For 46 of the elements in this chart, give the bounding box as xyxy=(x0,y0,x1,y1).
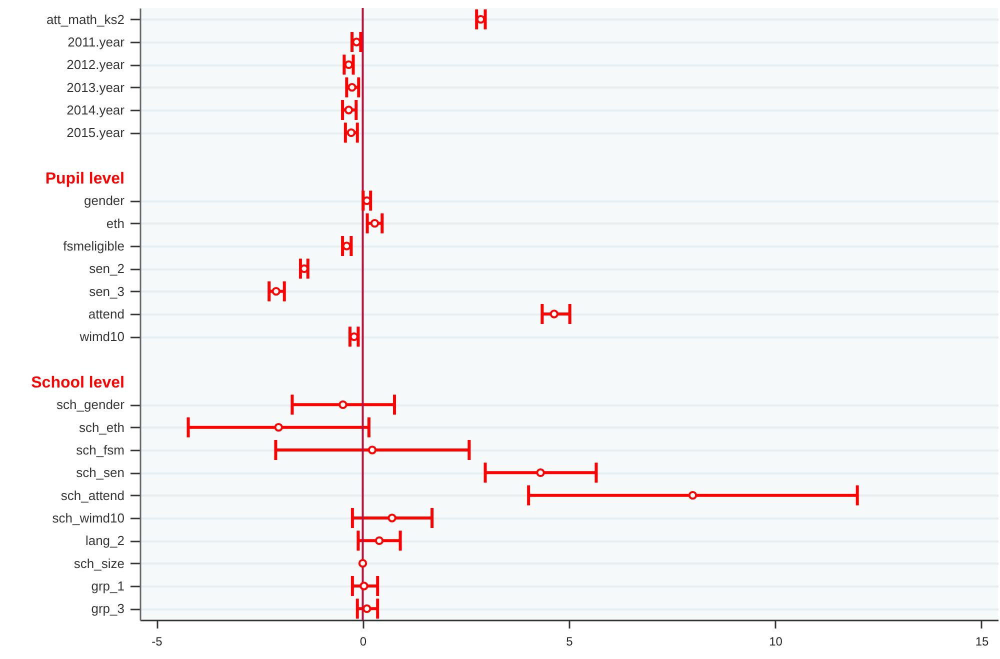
y-tick-label: fsmeligible xyxy=(63,238,124,254)
y-tick-label: sch_gender xyxy=(56,397,126,412)
point xyxy=(358,558,368,568)
point xyxy=(274,422,283,432)
point xyxy=(374,536,384,546)
point xyxy=(550,310,559,318)
y-tick-label: 2012.year xyxy=(66,57,126,72)
y-tick-label: 2011.year xyxy=(68,34,126,50)
point xyxy=(348,82,356,92)
point xyxy=(688,490,698,500)
y-tick-label: wimd10 xyxy=(78,329,124,344)
y-tick-label: 2015.year xyxy=(66,125,126,140)
y-tick-label: att_math_ks2 xyxy=(46,12,124,27)
point xyxy=(360,582,368,590)
y-tick-label: sen_3 xyxy=(89,284,124,299)
point xyxy=(346,128,356,138)
y-tick-label: grp_1 xyxy=(91,578,124,594)
y-tick-label: sch_fsm xyxy=(76,442,124,458)
point xyxy=(272,286,280,296)
x-tick-label: 0 xyxy=(360,634,367,648)
y-tick-label: 2013.year xyxy=(66,80,126,95)
point xyxy=(338,400,348,410)
x-tick-label: 10 xyxy=(769,634,783,648)
y-tick-label: eth xyxy=(106,216,124,231)
point xyxy=(362,604,372,614)
y-tick-label: 2014.year xyxy=(66,102,126,118)
y-tick-label: sch_eth xyxy=(78,420,124,435)
y-tick-label: sch_sen xyxy=(76,465,124,480)
y-tick-label: sch_size xyxy=(74,556,124,571)
point xyxy=(536,468,545,478)
y-tick-label: lang_2 xyxy=(85,533,124,548)
x-tick-label: -5 xyxy=(152,634,163,648)
y-tick-label: sen_2 xyxy=(89,261,124,276)
point xyxy=(344,106,354,114)
y-tick-label: grp_3 xyxy=(91,601,124,616)
y-tick-label: Pupil level xyxy=(45,170,124,188)
y-tick-label: sch_attend xyxy=(60,488,124,503)
x-tick-label: 15 xyxy=(975,634,989,648)
point xyxy=(370,218,380,228)
y-tick-label: sch_wimd10 xyxy=(52,510,124,526)
y-tick-label: gender xyxy=(84,193,126,208)
point xyxy=(368,446,377,454)
point xyxy=(388,514,396,522)
y-tick-label: School level xyxy=(31,374,124,392)
y-tick-label: attend xyxy=(88,306,124,322)
x-tick-label: 5 xyxy=(566,634,574,648)
